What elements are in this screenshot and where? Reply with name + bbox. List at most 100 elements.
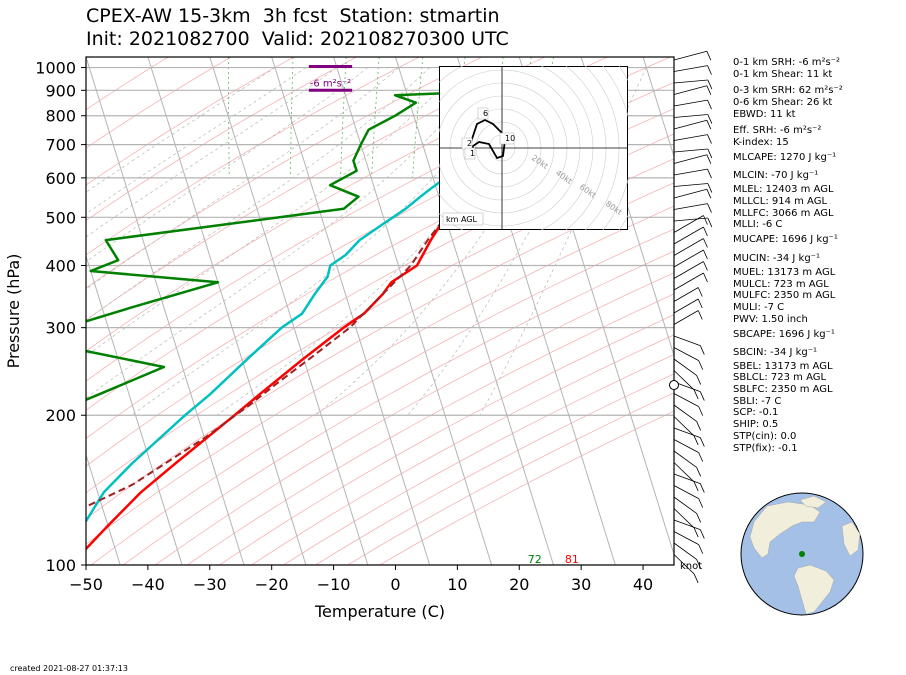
wind-barb	[673, 370, 695, 391]
surface-label: 81	[565, 553, 579, 566]
x-tick-label: 10	[447, 575, 467, 594]
hodo-height-label: 1	[470, 149, 475, 158]
isotherm	[147, 57, 307, 565]
wind-barb-flag	[696, 559, 702, 569]
wind-barb	[673, 249, 704, 268]
diagnostic-line: MUCAPE: 1696 J kg⁻¹	[733, 234, 838, 245]
diagnostic-line: 0-1 km Shear: 11 kt	[733, 69, 833, 80]
wind-barb-flag	[696, 421, 702, 431]
wind-barb	[673, 114, 708, 118]
wind-barb	[673, 154, 707, 164]
created-timestamp: created 2021-08-27 01:37:13	[10, 664, 128, 673]
y-tick-label: 300	[45, 319, 76, 338]
wind-barb-flag	[697, 298, 703, 309]
wind-barb-flag	[693, 481, 699, 492]
location-globe	[740, 492, 864, 616]
hodo-legend-box	[442, 212, 484, 226]
x-tick-label: 40	[633, 575, 653, 594]
wind-barb-flag	[698, 544, 704, 554]
y-tick-label: 800	[45, 107, 76, 126]
diagnostic-line: SBLCL: 723 m AGL	[733, 372, 827, 383]
diagnostic-line: STP(cin): 0.0	[733, 431, 797, 442]
dry-adiabat	[187, 293, 674, 565]
isotherm	[333, 57, 493, 565]
diagnostic-line: 0-1 km SRH: -6 m²s⁻²	[733, 57, 840, 68]
wind-barb	[673, 203, 708, 210]
wind-barb	[673, 439, 699, 453]
y-tick-label: 500	[45, 208, 76, 227]
diagnostic-line: SHIP: 0.5	[733, 419, 779, 430]
wind-barb	[673, 226, 704, 245]
y-axis-label: Pressure (hPa)	[4, 254, 23, 369]
wind-barb	[673, 416, 695, 437]
chart-title-line1: CPEX-AW 15-3km 3h fcst Station: stmartin	[86, 5, 500, 27]
diagnostic-line: K-index: 15	[733, 137, 789, 148]
africa-shape	[841, 521, 861, 557]
wind-barb-flag	[696, 513, 702, 523]
wind-barb-flag	[703, 215, 708, 225]
isotherm	[209, 57, 369, 565]
mixing-ratio-line	[412, 57, 424, 178]
y-tick-label: 1000	[35, 59, 76, 78]
diagnostic-line: MLEL: 12403 m AGL	[733, 184, 834, 195]
wind-barb	[673, 148, 708, 153]
isotherm	[86, 57, 245, 565]
wind-barb	[673, 50, 707, 61]
wind-barb-flag	[706, 120, 712, 130]
x-tick-label: −50	[69, 575, 103, 594]
wind-barb	[673, 531, 699, 545]
chart-title-line2: Init: 2021082700 Valid: 202108270300 UTC	[86, 28, 509, 50]
hodo-height-box	[464, 147, 476, 160]
moist-adiabat	[86, 67, 276, 193]
wind-barb-flag	[698, 452, 704, 462]
wind-barb	[673, 65, 708, 72]
dry-adiabat	[86, 57, 232, 149]
dry-adiabat	[155, 272, 674, 565]
wind-barb-flag	[698, 406, 704, 416]
hodo-height-label: 10	[505, 134, 515, 143]
wind-barb-flag	[698, 360, 704, 370]
diagnostic-line: MULCL: 723 m AGL	[733, 279, 829, 290]
diagnostic-line: MLCAPE: 1270 J kg⁻¹	[733, 152, 837, 163]
dry-adiabat	[251, 334, 674, 565]
hodo-height-box	[499, 132, 515, 145]
diagnostic-line: SBEL: 13173 m AGL	[733, 361, 833, 372]
wind-barb-flag	[707, 217, 713, 228]
wind-barb-flag	[703, 238, 708, 248]
dry-adiabat	[86, 57, 483, 289]
isotherm	[86, 453, 121, 565]
wind-barb-flag	[706, 154, 712, 164]
dry-adiabat	[86, 205, 674, 545]
dry-adiabat	[90, 228, 674, 565]
x-tick-label: −40	[131, 575, 165, 594]
wind-barb-flag	[707, 203, 712, 213]
diagnostic-line: SBLI: -7 C	[733, 396, 782, 407]
diagnostic-line: MLCIN: -70 J kg⁻¹	[733, 170, 819, 181]
wind-barb-flag	[699, 437, 705, 447]
srh-label: -6 m²s⁻²	[310, 78, 351, 89]
wind-barb	[673, 238, 704, 256]
dry-adiabat	[86, 133, 674, 467]
diagnostic-line: MULFC: 2350 m AGL	[733, 290, 836, 301]
hodo-height-box	[477, 107, 489, 120]
moist-adiabat	[86, 67, 400, 290]
wind-barb	[673, 485, 699, 499]
wind-barb-flag	[699, 391, 705, 401]
wind-barb	[673, 347, 699, 361]
wind-barb-flag	[707, 148, 713, 159]
wind-barb	[673, 188, 707, 199]
calm-wind-circle	[669, 380, 679, 391]
diagnostic-line: MULI: -7 C	[733, 302, 785, 313]
wind-barb	[673, 79, 708, 84]
wind-barb-flag	[707, 65, 712, 75]
diagnostic-line: MLLCL: 914 m AGL	[733, 196, 828, 207]
wind-barb-flag	[703, 261, 708, 271]
wind-barb	[673, 134, 708, 141]
diagnostic-line: SBCIN: -34 J kg⁻¹	[733, 347, 818, 358]
surface-label: 72	[528, 553, 542, 566]
greenland-shape	[799, 495, 827, 509]
dry-adiabat	[86, 57, 294, 186]
y-tick-label: 900	[45, 81, 76, 100]
diagnostic-line: MUEL: 13173 m AGL	[733, 267, 836, 278]
